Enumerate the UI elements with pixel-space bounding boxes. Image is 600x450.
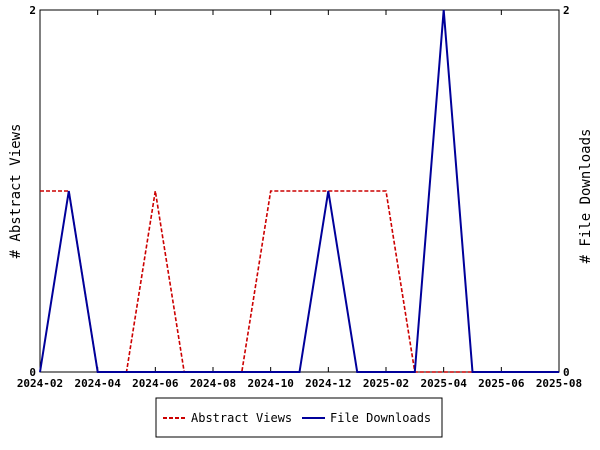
x-tick-label: 2025-08: [536, 377, 582, 390]
x-tick-label: 2025-04: [420, 377, 467, 390]
legend: Abstract Views File Downloads: [155, 397, 443, 438]
legend-box: [155, 397, 443, 438]
y-left-tick-label: 2: [29, 4, 36, 17]
x-tick-label: 2024-02: [17, 377, 63, 390]
x-tick-label: 2024-06: [132, 377, 179, 390]
x-tick-label: 2024-04: [74, 377, 121, 390]
y-right-tick-label: 2: [563, 4, 570, 17]
legend-label-file-downloads: File Downloads: [330, 411, 431, 425]
legend-label-abstract-views: Abstract Views: [191, 411, 292, 425]
y-axis-left-title: # Abstract Views: [8, 124, 24, 259]
y-axis-right-title: # File Downloads: [578, 129, 594, 264]
x-tick-label: 2024-10: [247, 377, 293, 390]
x-tick-label: 2024-08: [190, 377, 236, 390]
y-left-tick-label: 0: [29, 366, 36, 379]
x-tick-label: 2024-12: [305, 377, 351, 390]
y-right-tick-label: 0: [563, 366, 570, 379]
x-tick-label: 2025-02: [363, 377, 409, 390]
x-tick-label: 2025-06: [478, 377, 525, 390]
